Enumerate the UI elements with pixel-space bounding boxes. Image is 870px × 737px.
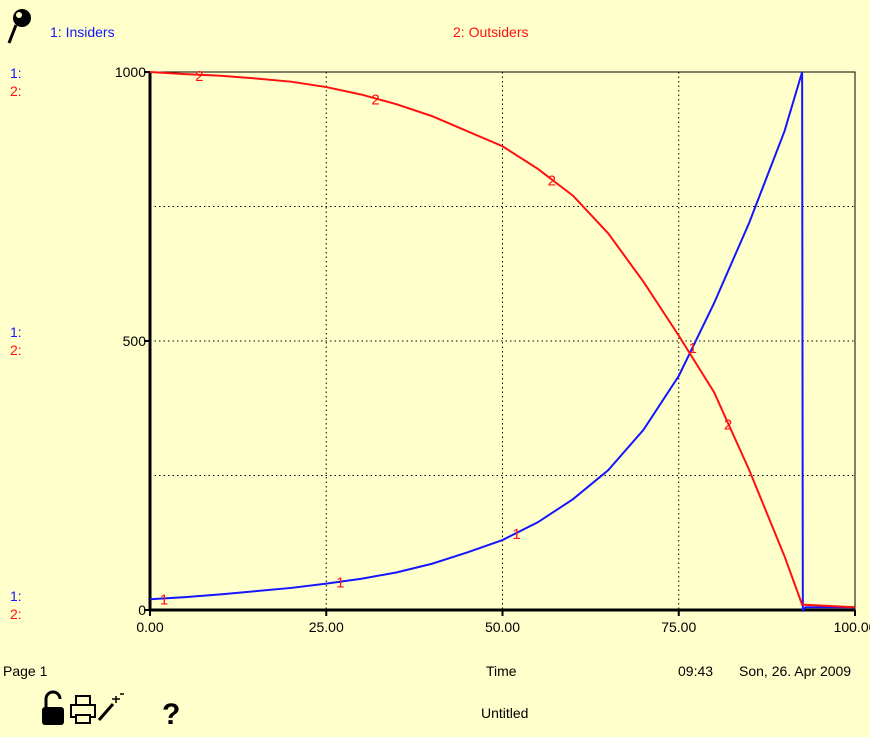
- series-2-marker: 2: [548, 173, 556, 190]
- x-tick-labels: 0.00 25.00 50.00 75.00 100.00: [136, 619, 870, 635]
- y-tick-labels: 0 500 1000: [115, 64, 146, 618]
- axis-key-1-mid: 1:: [10, 324, 22, 340]
- print-icon[interactable]: [70, 695, 96, 724]
- x-tick-label: 100.00: [834, 619, 870, 635]
- series-line-2: [149, 71, 856, 609]
- series-line-1: [149, 71, 855, 613]
- clock-text: 09:43: [678, 663, 713, 679]
- lock-icon[interactable]: [42, 690, 64, 725]
- x-tick-label: 0.00: [136, 619, 163, 635]
- series-1-marker: 1: [512, 526, 520, 543]
- series-2-marker: 2: [195, 68, 203, 85]
- series-1-marker: 1: [336, 575, 344, 592]
- x-axis-title: Time: [486, 663, 517, 679]
- legend-series-2: 2: Outsiders: [453, 24, 528, 40]
- axes: [144, 71, 856, 616]
- series-1-marker: 1: [689, 340, 697, 357]
- page-label: Page 1: [3, 663, 48, 679]
- magic-wand-icon[interactable]: [97, 693, 124, 721]
- series-lines: [149, 71, 856, 613]
- axis-key-1-bottom: 1:: [10, 588, 22, 604]
- legend-series-1: 1: Insiders: [50, 24, 115, 40]
- date-text: Son, 26. Apr 2009: [739, 663, 851, 679]
- x-tick-label: 75.00: [661, 619, 696, 635]
- axis-key-1-top: 1:: [10, 65, 22, 81]
- series-1-marker: 1: [160, 591, 168, 608]
- axis-key-2-bottom: 2:: [10, 606, 22, 622]
- grid: [150, 71, 855, 610]
- x-tick-label: 25.00: [309, 619, 344, 635]
- y-tick-label: 500: [123, 333, 147, 349]
- y-tick-label: 1000: [115, 64, 146, 80]
- series-2-marker: 2: [371, 91, 379, 108]
- series-markers: 1 1 1 1 2 2 2 2: [160, 68, 732, 609]
- axis-key-2-top: 2:: [10, 83, 22, 99]
- pin-icon[interactable]: [7, 9, 31, 44]
- axis-key-2-mid: 2:: [10, 342, 22, 358]
- series-2-marker: 2: [724, 416, 732, 433]
- x-tick-label: 50.00: [485, 619, 520, 635]
- document-title: Untitled: [481, 705, 528, 721]
- help-icon[interactable]: ?: [162, 698, 180, 731]
- y-tick-label: 0: [138, 602, 146, 618]
